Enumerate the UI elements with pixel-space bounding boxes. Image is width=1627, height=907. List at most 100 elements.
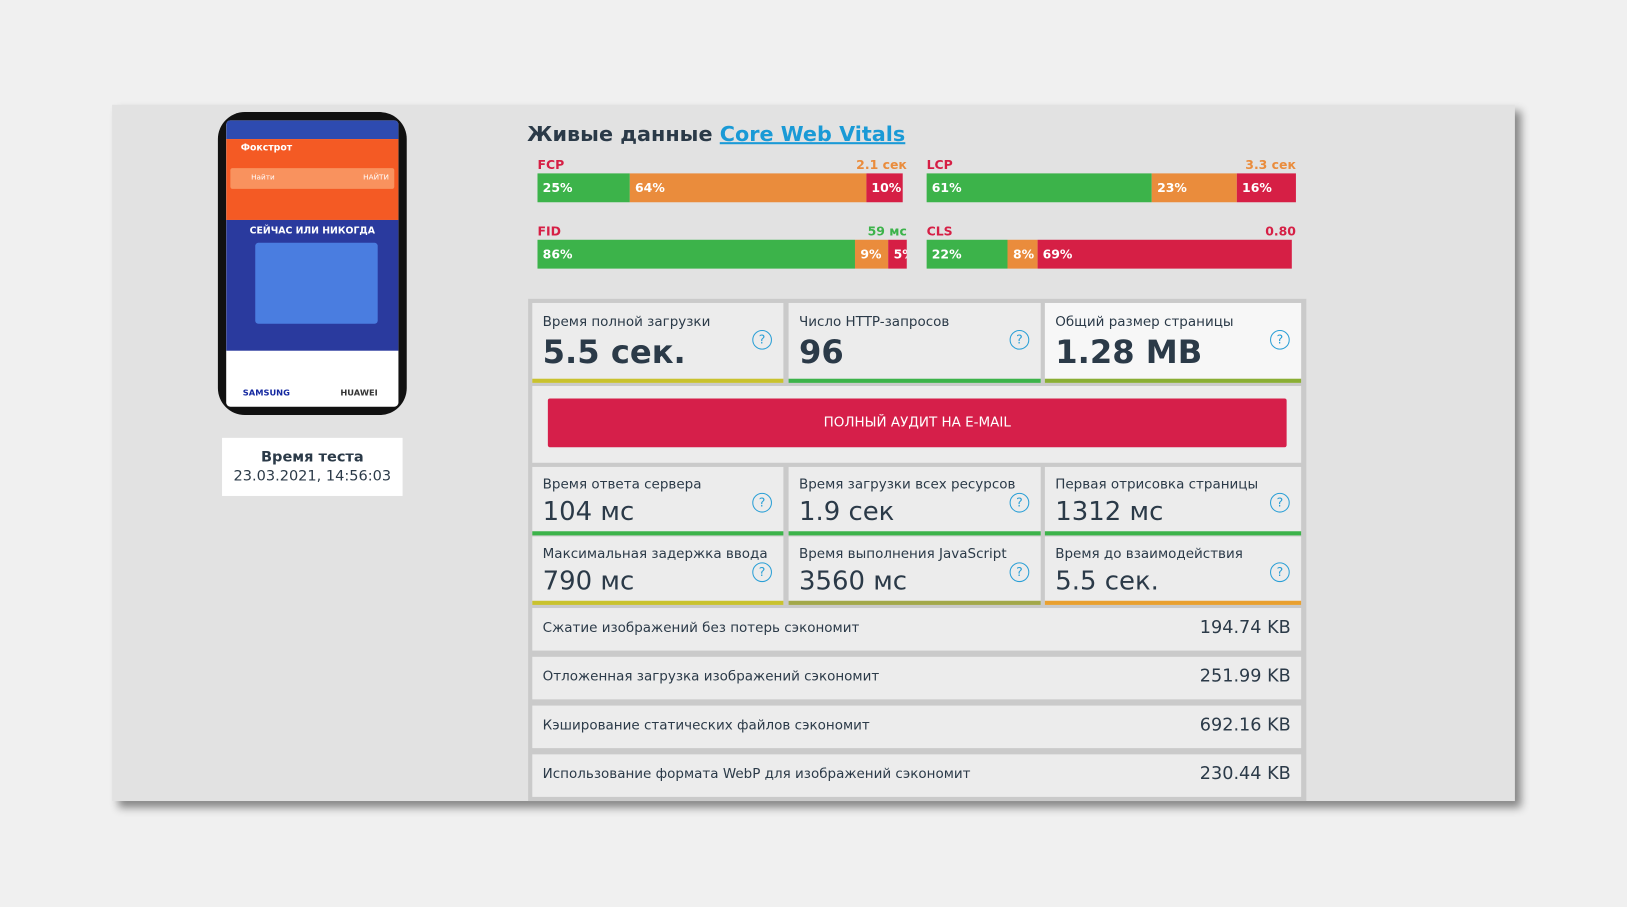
metric-label: Число HTTP-запросов [798, 314, 950, 330]
brand: Фокстрот [240, 143, 293, 154]
banner: СЕЙЧАС ИЛИ НИКОГДА [226, 219, 399, 351]
link[interactable]: Core Web Vitals [719, 121, 906, 147]
search-button: НАЙТИ [363, 173, 389, 182]
vital-value: 2.1 сек [856, 157, 907, 173]
metric-value: 104 мс [542, 495, 635, 527]
vital-segment: 9% [855, 239, 889, 269]
help-icon[interactable]: ? [1270, 562, 1290, 583]
saving-row: Отложенная загрузка изображений сэкономи… [532, 656, 1302, 700]
help-icon[interactable]: ? [1009, 329, 1030, 350]
segment-label: 10% [871, 180, 902, 196]
metric-value: 96 [798, 334, 844, 372]
metric-card: Число HTTP-запросов 96? [788, 302, 1041, 383]
top-strip [226, 120, 399, 140]
header: Фокстрот Найти НАЙТИ [226, 139, 399, 220]
help-icon[interactable]: ? [752, 329, 772, 350]
segment-label: 86% [542, 246, 573, 262]
vital-bar: 86% 9% 5% [537, 239, 907, 269]
banner-image [255, 242, 378, 324]
help-icon[interactable]: ? [1009, 492, 1030, 513]
saving-row: Использование формата WebP для изображен… [532, 754, 1302, 797]
vital-segment: 22% [926, 239, 1008, 269]
metric-label: Первая отрисовка страницы [1055, 477, 1259, 493]
help-icon[interactable]: ? [752, 562, 772, 583]
vital-segment: 86% [537, 239, 856, 269]
screen: Фокстрот Найти НАЙТИ СЕЙЧАС ИЛИ НИКОГДА … [226, 120, 399, 407]
metric-value: 1.9 сек [798, 495, 895, 527]
title: Живые данные [527, 121, 713, 147]
vital-bar: 25% 64% 10% [537, 173, 906, 203]
saving-row: Сжатие изображений без потерь сэкономит 1… [532, 608, 1302, 651]
segment-label: 61% [931, 180, 962, 196]
vital-value: 3.3 сек [1245, 157, 1296, 173]
vital-name: FCP [537, 157, 565, 173]
vital-segment: 23% [1151, 173, 1237, 203]
metric-card: Время полной загрузки 5.5 сек.? [532, 302, 784, 383]
segment-label: 64% [635, 180, 665, 196]
metric-label: Время ответа сервера [542, 477, 702, 493]
metric-value: 1.28 MB [1055, 334, 1203, 372]
metric-value: 3560 мс [798, 565, 908, 596]
metric-card: Время загрузки всех ресурсов 1.9 сек? [788, 466, 1041, 536]
test-time: Время теста 23.03.2021, 14:56:03 [222, 437, 403, 496]
metric-value: 790 мс [542, 565, 635, 596]
saving-value: 194.74 KB [1199, 617, 1291, 639]
help-icon[interactable]: ? [1009, 562, 1030, 583]
vital-segment: 10% [866, 173, 904, 203]
metric-label: Максимальная задержка ввода [542, 546, 768, 563]
help-icon[interactable]: ? [752, 492, 772, 513]
vital-bar: 22% 8% 69% [926, 239, 1296, 269]
saving-label: Кэширование статических файлов сэкономит [542, 718, 870, 734]
segment-label: 9% [860, 246, 882, 262]
vital-value: 59 мс [867, 224, 907, 239]
logo: SAMSUNG [242, 388, 290, 398]
vital-value: 0.80 [1265, 224, 1296, 239]
vital-segment: 61% [926, 173, 1152, 203]
metric-value: 5.5 сек. [1055, 565, 1159, 596]
metric-card: Общий размер страницы 1.28 MB? [1044, 302, 1302, 383]
vitals-title: Живые данные Core Web Vitals [527, 121, 905, 146]
segment-label: 23% [1157, 180, 1187, 196]
metric-value: 5.5 сек. [542, 334, 686, 372]
vital-segment: 64% [629, 173, 867, 203]
metric-value: 1312 мс [1055, 495, 1164, 527]
segment-label: 16% [1242, 180, 1272, 196]
help-icon[interactable]: ? [1270, 492, 1290, 513]
saving-label: Сжатие изображений без потерь сэкономит [542, 620, 860, 637]
metric-card: Время до взаимодействия 5.5 сек.? [1044, 536, 1302, 605]
metric-card: Максимальная задержка ввода 790 мс? [532, 536, 784, 605]
metric-label: Время до взаимодействия [1055, 546, 1243, 563]
vital-segment: 25% [537, 173, 630, 203]
vital-name: FID [537, 224, 561, 239]
banner-text: СЕЙЧАС ИЛИ НИКОГДА [249, 226, 375, 237]
saving-value: 251.99 KB [1199, 666, 1291, 687]
search: Найти НАЙТИ [230, 168, 395, 189]
saving-value: 230.44 KB [1199, 763, 1291, 785]
metric-label: Время загрузки всех ресурсов [798, 477, 1016, 493]
vital-segment: 16% [1236, 173, 1296, 203]
metric-label: Время выполнения JavaScript [798, 546, 1007, 563]
saving-value: 692.16 KB [1199, 714, 1291, 736]
test-time-label: Время теста [260, 449, 364, 466]
saving-label: Использование формата WebP для изображен… [542, 766, 971, 783]
segment-label: 25% [542, 180, 573, 196]
metric-card: Первая отрисовка страницы 1312 мс? [1044, 466, 1302, 536]
vital-name: LCP [926, 157, 953, 173]
vital-name: CLS [926, 224, 953, 239]
logo: HUAWEI [340, 388, 378, 398]
segment-label: 5% [893, 246, 907, 262]
saving-label: Отложенная загрузка изображений сэкономи… [542, 669, 880, 685]
segment-label: 22% [931, 246, 962, 262]
search-text: Найти [251, 173, 275, 182]
metric-label: Время полной загрузки [542, 314, 711, 330]
metric-card: Время ответа сервера 104 мс? [532, 466, 784, 536]
saving-row: Кэширование статических файлов сэкономит… [532, 705, 1302, 749]
audit-button[interactable]: ПОЛНЫЙ АУДИТ НА E-MAIL [547, 398, 1287, 448]
metric-label: Общий размер страницы [1055, 314, 1234, 330]
segment-label: 69% [1042, 246, 1073, 262]
vital-segment: 5% [888, 239, 907, 269]
help-icon[interactable]: ? [1270, 329, 1290, 350]
segment-label: 8% [1013, 246, 1035, 262]
vital-segment: 8% [1007, 239, 1038, 269]
